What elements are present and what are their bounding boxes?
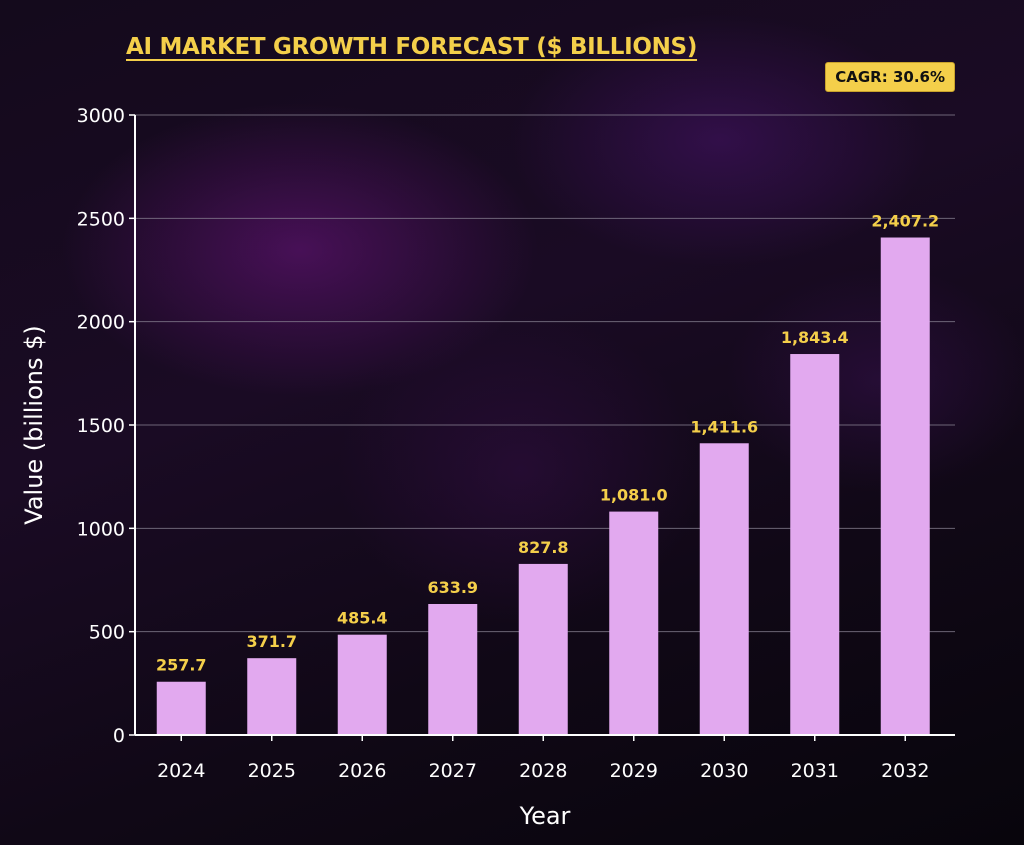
y-tick-label: 1000 — [77, 518, 125, 540]
bar-2027 — [428, 603, 478, 735]
value-label: 485.4 — [337, 609, 388, 628]
x-tick-label: 2025 — [248, 760, 296, 782]
y-tick-label: 2000 — [77, 312, 125, 334]
y-tick-label: 1500 — [77, 415, 125, 437]
y-tick-label: 2500 — [77, 208, 125, 230]
bar-2024 — [156, 681, 206, 735]
value-label: 1,081.0 — [600, 486, 668, 505]
bar-2032 — [880, 237, 930, 735]
cagr-badge: CAGR: 30.6% — [825, 62, 955, 92]
value-label: 633.9 — [427, 578, 478, 597]
chart-title: AI MARKET GROWTH FORECAST ($ BILLIONS) — [126, 34, 698, 60]
x-tick-label: 2029 — [610, 760, 658, 782]
bar-2026 — [337, 634, 387, 735]
bar-2029 — [609, 511, 659, 735]
x-axis-title: Year — [519, 802, 571, 830]
x-tick-label: 2024 — [157, 760, 205, 782]
x-tick-label: 2028 — [519, 760, 567, 782]
y-tick-label: 500 — [89, 622, 125, 644]
value-label: 371.7 — [246, 632, 297, 651]
x-tick-label: 2026 — [338, 760, 386, 782]
value-label: 257.7 — [156, 656, 207, 675]
value-label: 1,411.6 — [690, 417, 758, 436]
bar-2031 — [790, 354, 840, 735]
value-label: 2,407.2 — [871, 212, 939, 231]
y-tick-label: 3000 — [77, 105, 125, 127]
y-tick-label: 0 — [113, 725, 125, 747]
x-tick-label: 2032 — [881, 760, 929, 782]
value-label: 1,843.4 — [781, 328, 849, 347]
x-tick-label: 2030 — [700, 760, 748, 782]
bar-2025 — [247, 658, 297, 735]
value-label: 827.8 — [518, 538, 569, 557]
bar-2028 — [518, 563, 568, 735]
x-tick-label: 2027 — [429, 760, 477, 782]
x-tick-label: 2031 — [791, 760, 839, 782]
bar-2030 — [699, 443, 749, 735]
